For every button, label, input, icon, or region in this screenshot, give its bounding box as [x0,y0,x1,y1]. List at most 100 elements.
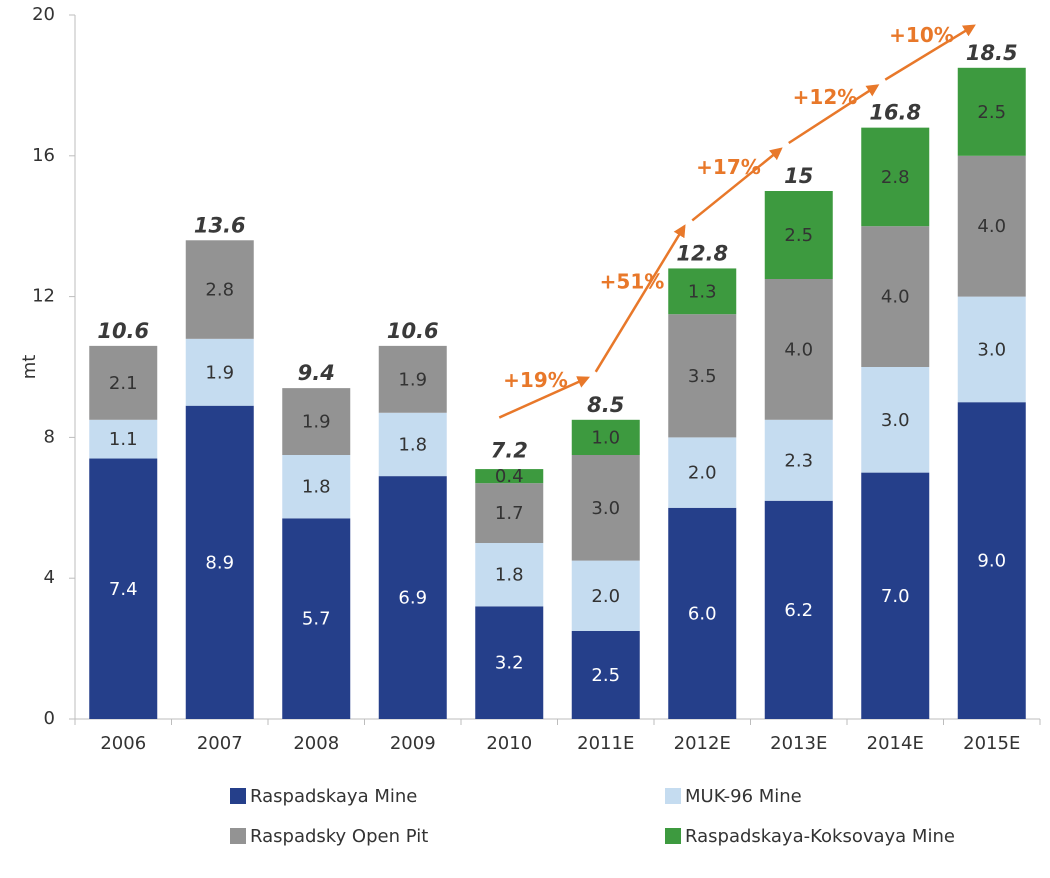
bar-segment [764,419,833,501]
bar-segment [764,191,833,279]
value-label: 3.5 [688,366,717,387]
x-tick-label: 2012E [674,733,731,754]
y-tick-label: 16 [32,145,55,166]
bar-segment [185,405,254,719]
value-label: 6.9 [398,588,427,609]
value-label: 4.0 [784,339,813,360]
growth-arrow [498,376,591,419]
value-label: 1.1 [109,429,138,450]
bar-segment [185,338,254,406]
value-label: 2.8 [881,167,910,188]
value-label: 7.4 [109,579,138,600]
bar-segment [378,345,447,413]
total-label: 18.5 [966,41,1018,65]
bar-segment [571,455,640,561]
legend-swatch [230,788,246,804]
x-tick-label: 2007 [197,733,243,754]
bar-segment [89,419,158,459]
bar-segment [668,268,737,315]
value-label: 6.0 [688,603,717,624]
bar-segment [957,67,1026,156]
value-label: 2.5 [784,225,813,246]
value-label: 1.9 [398,369,427,390]
y-tick-label: 20 [32,4,55,25]
bar-segment [764,500,833,719]
legend-label: Raspadsky Open Pit [250,826,428,847]
x-tick-label: 2015E [963,733,1020,754]
y-tick-label: 4 [44,567,55,588]
value-label: 1.7 [495,503,524,524]
growth-label: +10% [889,23,954,47]
legend-label: Raspadskaya-Koksovaya Mine [685,826,955,847]
bar-segment [571,560,640,631]
x-tick-label: 2006 [100,733,146,754]
value-label: 2.8 [205,280,234,301]
x-tick-label: 2008 [293,733,339,754]
value-label: 9.0 [977,551,1006,572]
value-label: 7.0 [881,586,910,607]
growth-arrow [788,84,880,145]
value-label: 3.2 [495,653,524,674]
y-tick-label: 8 [44,426,55,447]
bar-segment [957,155,1026,297]
x-tick-label: 2014E [867,733,924,754]
bar-segment [282,455,351,519]
bar-segment [475,469,544,484]
value-label: 1.8 [398,434,427,455]
growth-label: +17% [696,155,761,179]
total-label: 10.6 [97,319,149,343]
total-label: 15 [784,164,813,188]
x-tick-label: 2013E [770,733,827,754]
value-label: 1.9 [302,412,331,433]
bar-segment [668,314,737,438]
bar-segment [475,543,544,607]
value-label: 4.0 [881,287,910,308]
total-label: 7.2 [491,439,528,463]
bar-segment [185,240,254,339]
bar-segment [861,127,930,227]
total-label: 12.8 [676,241,728,265]
bar-segment [89,458,158,719]
value-label: 3.0 [977,339,1006,360]
growth-arrow [594,224,686,373]
value-label: 1.8 [495,565,524,586]
bar-segment [475,606,544,719]
value-label: 2.0 [591,586,620,607]
value-label: 5.7 [302,609,331,630]
legend-label: MUK-96 Mine [685,786,802,807]
value-label: 2.1 [109,373,138,394]
value-label: 1.8 [302,477,331,498]
y-axis-label: mt [19,355,40,380]
bar-segment [668,437,737,508]
value-label: 3.0 [591,498,620,519]
bar-segment [571,419,640,455]
legend-label: Raspadskaya Mine [250,786,417,807]
y-tick-label: 0 [44,708,55,729]
growth-label: +51% [600,270,665,294]
value-label: 1.3 [688,281,717,302]
value-label: 4.0 [977,216,1006,237]
value-label: 0.4 [495,466,524,487]
value-label: 2.5 [977,102,1006,123]
growth-arrow [884,24,976,81]
value-label: 6.2 [784,600,813,621]
bar-segment [282,388,351,455]
x-tick-label: 2009 [390,733,436,754]
bar-segment [861,226,930,367]
growth-label: +19% [503,368,568,392]
total-label: 9.4 [298,361,335,385]
bar-segment [861,472,930,719]
bar-segment [475,483,544,543]
value-label: 8.9 [205,552,234,573]
bar-segment [668,507,737,719]
legend-swatch [665,788,681,804]
bar-segment [378,412,447,477]
total-label: 16.8 [869,101,921,125]
bar-segment [764,279,833,420]
legend-swatch [665,828,681,844]
bar-segment [861,367,930,473]
value-label: 2.0 [688,463,717,484]
value-label: 2.3 [784,450,813,471]
value-label: 1.0 [591,427,620,448]
